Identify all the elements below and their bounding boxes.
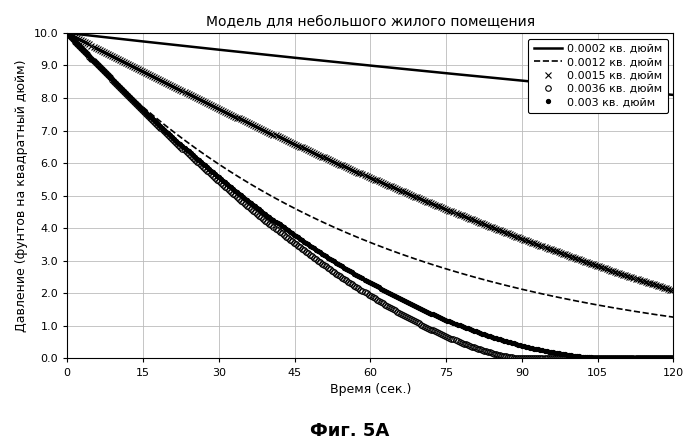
0.003 кв. дюйм xyxy=(609,356,617,361)
0.0012 кв. дюйм xyxy=(326,223,334,228)
0.0015 кв. дюйм xyxy=(63,30,71,36)
Legend: 0.0002 кв. дюйм, 0.0012 кв. дюйм, 0.0015 кв. дюйм, 0.0036 кв. дюйм, 0.003 кв. дю: 0.0002 кв. дюйм, 0.0012 кв. дюйм, 0.0015… xyxy=(528,38,668,113)
0.0002 кв. дюйм xyxy=(267,53,275,58)
0.0015 кв. дюйм xyxy=(394,187,403,192)
0.0036 кв. дюйм xyxy=(143,113,152,118)
0.0015 кв. дюйм xyxy=(382,182,390,187)
0.0015 кв. дюйм xyxy=(669,288,677,293)
0.0012 кв. дюйм xyxy=(165,126,173,131)
0.0036 кв. дюйм xyxy=(165,133,173,139)
0.003 кв. дюйм xyxy=(394,295,403,301)
Line: 0.0002 кв. дюйм: 0.0002 кв. дюйм xyxy=(67,33,673,95)
0.0036 кв. дюйм xyxy=(326,267,334,272)
0.0002 кв. дюйм xyxy=(165,42,173,47)
0.0012 кв. дюйм xyxy=(394,251,403,256)
0.0012 кв. дюйм xyxy=(669,315,677,320)
0.003 кв. дюйм xyxy=(267,216,275,221)
0.0036 кв. дюйм xyxy=(394,310,403,315)
0.0012 кв. дюйм xyxy=(143,108,152,114)
0.0015 кв. дюйм xyxy=(143,71,152,76)
0.0036 кв. дюйм xyxy=(669,356,677,361)
0.0002 кв. дюйм xyxy=(394,66,403,71)
Y-axis label: Давление (фунтов на квадратный дюйм): Давление (фунтов на квадратный дюйм) xyxy=(15,60,28,332)
0.0012 кв. дюйм xyxy=(63,30,71,36)
0.003 кв. дюйм xyxy=(669,356,677,361)
Line: 0.0012 кв. дюйм: 0.0012 кв. дюйм xyxy=(67,33,673,317)
Text: Фиг. 5А: Фиг. 5А xyxy=(310,422,389,440)
0.0036 кв. дюйм xyxy=(382,302,390,308)
0.0036 кв. дюйм xyxy=(267,223,275,228)
0.0036 кв. дюйм xyxy=(63,30,71,36)
0.0015 кв. дюйм xyxy=(267,131,275,136)
0.003 кв. дюйм xyxy=(382,289,390,294)
0.0012 кв. дюйм xyxy=(267,194,275,199)
0.0002 кв. дюйм xyxy=(326,59,334,64)
0.0012 кв. дюйм xyxy=(382,246,390,251)
0.0002 кв. дюйм xyxy=(669,92,677,98)
0.003 кв. дюйм xyxy=(143,111,152,117)
X-axis label: Время (сек.): Время (сек.) xyxy=(330,383,411,396)
Title: Модель для небольшого жилого помещения: Модель для небольшого жилого помещения xyxy=(206,15,535,29)
0.0002 кв. дюйм xyxy=(63,30,71,36)
0.0015 кв. дюйм xyxy=(165,82,173,88)
0.0002 кв. дюйм xyxy=(382,65,390,70)
0.0036 кв. дюйм xyxy=(518,356,526,361)
0.003 кв. дюйм xyxy=(165,132,173,137)
Line: 0.0036 кв. дюйм: 0.0036 кв. дюйм xyxy=(64,30,676,361)
0.003 кв. дюйм xyxy=(326,256,334,262)
0.0002 кв. дюйм xyxy=(143,39,152,45)
Line: 0.0015 кв. дюйм: 0.0015 кв. дюйм xyxy=(64,30,676,293)
Line: 0.003 кв. дюйм: 0.003 кв. дюйм xyxy=(63,29,677,362)
0.0015 кв. дюйм xyxy=(326,157,334,163)
0.003 кв. дюйм xyxy=(63,30,71,36)
